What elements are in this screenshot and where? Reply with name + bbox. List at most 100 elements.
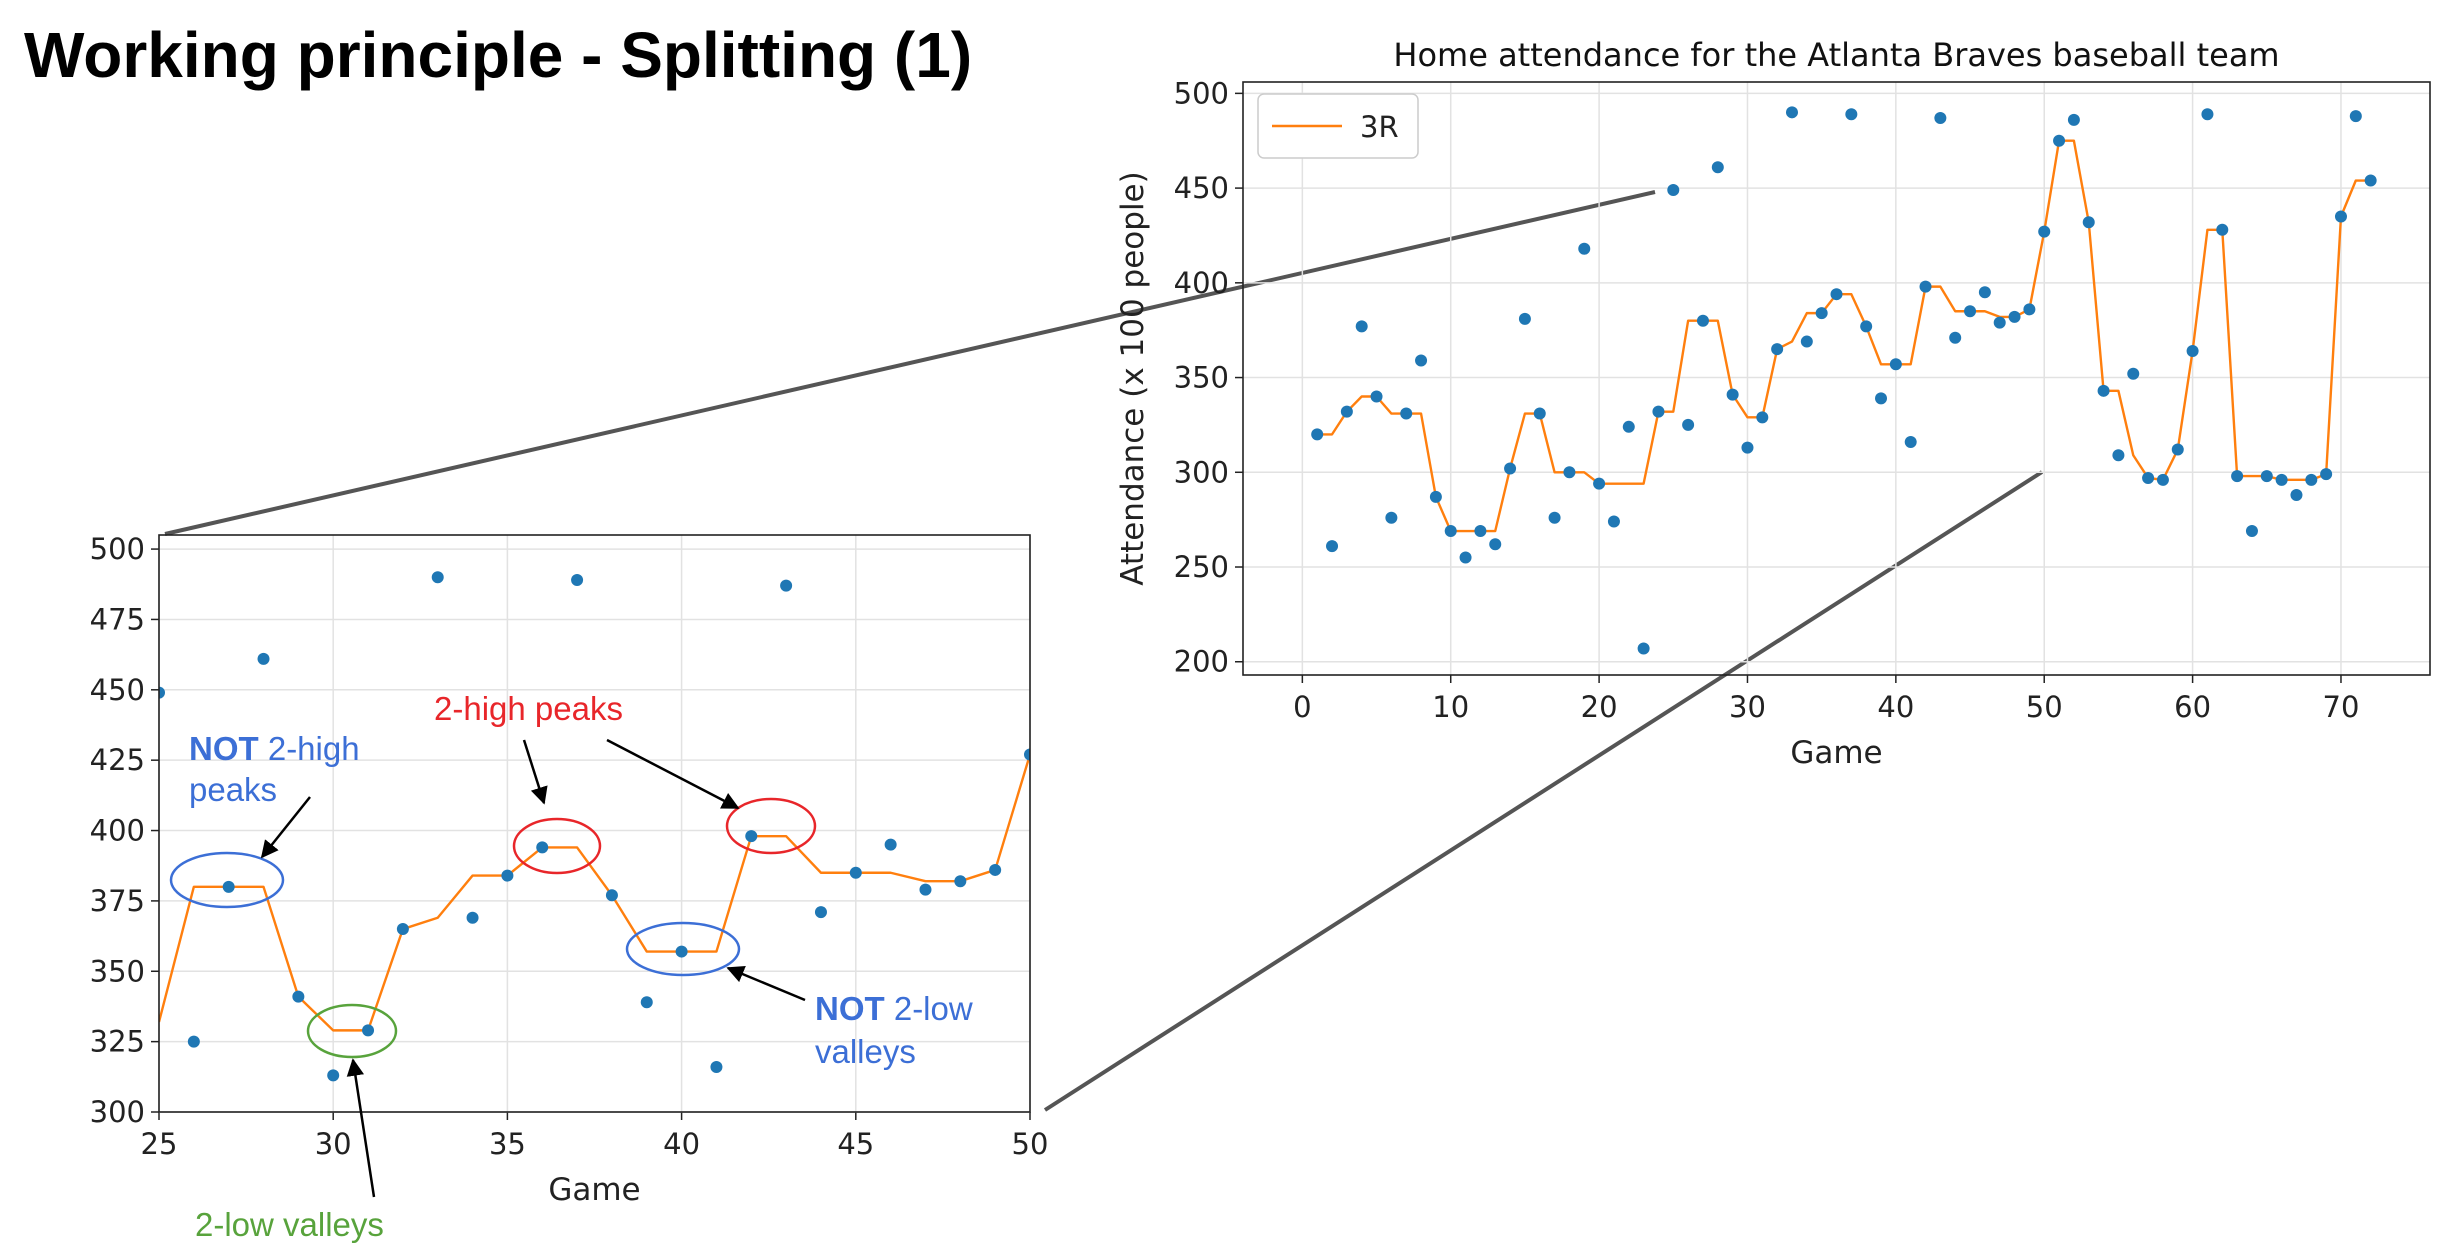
main-data-point [2201, 108, 2214, 121]
main-data-point [2156, 473, 2169, 486]
main-data-point [1415, 354, 1428, 367]
zoom-data-point [257, 652, 270, 665]
zoom-connector-bottom [1043, 470, 2044, 1112]
main-data-point [1355, 320, 1368, 333]
main-data-point [2245, 525, 2258, 538]
zoom-xtick-label: 45 [837, 1127, 874, 1161]
main-data-point [1964, 305, 1977, 318]
zoom-data-point [605, 889, 618, 902]
zoom-data-point [884, 838, 897, 851]
main-data-point [1652, 405, 1665, 418]
main-data-point [2097, 384, 2110, 397]
main-data-point [1444, 525, 1457, 538]
main-xtick-label: 60 [2174, 690, 2211, 724]
zoom-xtick-label: 30 [315, 1127, 352, 1161]
zoom-ytick-label: 300 [90, 1095, 145, 1129]
main-data-point [2290, 489, 2303, 502]
arrow-not-2high [260, 796, 311, 859]
zoom-xlabel: Game [548, 1172, 640, 1208]
zoom-ytick-label: 350 [90, 954, 145, 988]
main-data-point [2008, 310, 2021, 323]
main-data-point [1934, 111, 1947, 124]
main-data-point [1726, 388, 1739, 401]
label-2low-valleys: 2-low valleys [195, 1206, 384, 1243]
2low-valley-ellipse [306, 1003, 398, 1059]
main-data-point [2334, 210, 2347, 223]
zoom-data-point [745, 830, 758, 843]
main-data-point [1385, 511, 1398, 524]
main-xtick-label: 0 [1293, 690, 1311, 724]
zoom-data-point [362, 1024, 375, 1037]
zoom-ytick-label: 425 [90, 743, 145, 777]
main-data-point [2364, 174, 2377, 187]
main-data-point [1637, 642, 1650, 655]
main-data-point [1756, 411, 1769, 424]
zoom-plot-area [159, 571, 1030, 1082]
main-ytick-label: 250 [1174, 550, 1229, 584]
main-data-point [1578, 242, 1591, 255]
main-data-point [1800, 335, 1813, 348]
main-data-point [1563, 466, 1576, 479]
main-data-point [1875, 392, 1888, 405]
main-data-point [2320, 468, 2333, 481]
not-2high-peak-ellipse [169, 851, 285, 909]
arrow-2high-1 [522, 739, 548, 805]
main-data-point [2038, 225, 2051, 238]
zoom-xtick-label: 35 [489, 1127, 526, 1161]
main-data-point [1696, 314, 1709, 327]
zoom-data-point [675, 945, 688, 958]
label-not-2high-peaks-line2: peaks [189, 771, 277, 808]
label-not-2low-valleys-line2: valleys [815, 1033, 916, 1070]
main-data-point [1978, 286, 1991, 299]
arrow-2low [346, 1058, 376, 1198]
arrow-2high-2 [606, 738, 740, 810]
zoom-data-point [814, 906, 827, 919]
main-data-point [2053, 134, 2066, 147]
zoom-connector-top [164, 190, 1656, 536]
zoom-data-point [780, 579, 793, 592]
main-legend: 3R [1257, 93, 1419, 159]
main-data-point [1949, 331, 1962, 344]
main-data-point [1993, 316, 2006, 329]
zoom-ytick-label: 500 [90, 532, 145, 566]
2high-peak-ellipse-2 [725, 797, 817, 855]
main-data-point [2186, 345, 2199, 358]
main-data-point [1548, 511, 1561, 524]
zoom-data-point [222, 880, 235, 893]
main-data-point [2349, 110, 2362, 123]
main-data-point [1815, 307, 1828, 320]
main-data-point [1622, 420, 1635, 433]
main-data-point [1771, 343, 1784, 356]
main-data-point [1607, 515, 1620, 528]
main-xlabel: Game [1790, 735, 1882, 771]
main-xtick-label: 70 [2323, 690, 2360, 724]
main-data-point [1429, 490, 1442, 503]
main-line-3R [1317, 139, 2371, 533]
label-2high-peaks: 2-high peaks [434, 690, 623, 727]
main-data-point [2112, 449, 2125, 462]
zoom-data-point [919, 883, 932, 896]
main-ytick-label: 200 [1174, 645, 1229, 679]
zoom-data-point [159, 686, 165, 699]
main-data-point [1370, 390, 1383, 403]
zoom-ytick-label: 325 [90, 1025, 145, 1059]
zoom-connectors [164, 190, 2044, 1112]
2high-peak-ellipse-1 [512, 817, 602, 875]
main-data-point [1474, 525, 1487, 538]
annotations: NOT 2-high peaks 2-high peaks NOT 2-low … [169, 690, 973, 1243]
slide-title: Working principle - Splitting (1) [24, 19, 973, 91]
zoom-plot-frame [158, 534, 1031, 1113]
zoom-ytick-label: 400 [90, 814, 145, 848]
main-data-point [2023, 303, 2036, 316]
zoom-ytick-label: 475 [90, 602, 145, 636]
zoom-xtick-label: 40 [663, 1127, 700, 1161]
main-data-point [1830, 288, 1843, 301]
zoom-data-point [466, 911, 479, 924]
main-data-point [2231, 470, 2244, 483]
main-data-point [1741, 441, 1754, 454]
main-data-point [1400, 407, 1413, 420]
label-not-2low-valleys: NOT 2-low [815, 990, 973, 1027]
arrow-not-2low [726, 965, 806, 1002]
main-chart: 0 10 20 30 40 50 60 70 200 250 300 350 400 450 500 Game… [1115, 36, 2431, 771]
